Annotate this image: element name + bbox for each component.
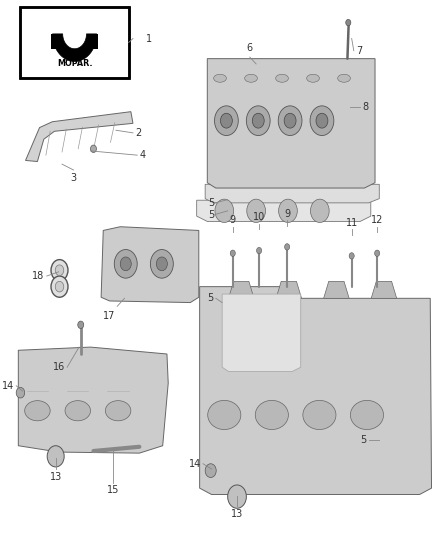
Polygon shape [197,200,371,221]
Circle shape [220,114,232,128]
Polygon shape [205,184,379,203]
Text: 8: 8 [362,102,368,112]
Ellipse shape [208,400,241,430]
Circle shape [120,257,131,271]
Text: MOPAR.: MOPAR. [57,60,92,68]
Ellipse shape [255,400,288,430]
Ellipse shape [214,74,226,82]
Circle shape [310,106,334,135]
Ellipse shape [106,401,131,421]
Ellipse shape [25,401,50,421]
Circle shape [215,106,238,135]
Circle shape [215,199,233,222]
Bar [93,34,98,49]
Text: 9: 9 [230,215,236,225]
Text: 5: 5 [208,293,214,303]
Circle shape [247,199,265,222]
Polygon shape [276,281,302,298]
Text: 14: 14 [2,381,14,391]
Text: 3: 3 [71,173,77,183]
Circle shape [47,446,64,467]
Bar [51,34,56,49]
Circle shape [285,244,290,250]
Text: 17: 17 [103,311,115,320]
Text: 1: 1 [146,34,152,44]
Polygon shape [53,34,97,61]
Circle shape [55,265,64,276]
Circle shape [246,106,270,135]
Polygon shape [229,281,254,298]
Text: 10: 10 [253,213,265,222]
Circle shape [51,276,68,297]
Circle shape [279,199,297,222]
Ellipse shape [350,400,384,430]
Polygon shape [200,287,431,495]
Text: 7: 7 [356,46,362,56]
Circle shape [311,199,329,222]
FancyBboxPatch shape [21,7,129,78]
Circle shape [374,250,380,256]
Polygon shape [324,281,349,298]
Text: 15: 15 [107,486,119,496]
Ellipse shape [303,400,336,430]
Circle shape [252,114,264,128]
Circle shape [156,257,167,271]
Circle shape [228,485,246,508]
Circle shape [78,321,84,328]
Polygon shape [371,281,397,298]
Circle shape [150,249,173,278]
Text: 11: 11 [346,218,358,228]
Polygon shape [222,294,301,372]
Text: 6: 6 [247,43,253,53]
Text: 16: 16 [53,362,65,372]
Circle shape [230,250,235,256]
Ellipse shape [245,74,258,82]
Ellipse shape [307,74,319,82]
Circle shape [55,281,64,292]
Circle shape [205,464,216,478]
Text: 13: 13 [49,472,62,482]
Text: 5: 5 [208,209,215,220]
Text: 14: 14 [189,459,201,469]
Text: 9: 9 [284,209,290,219]
Text: 18: 18 [32,271,45,281]
Circle shape [349,253,354,259]
Ellipse shape [65,401,91,421]
Text: 13: 13 [231,509,243,519]
Text: 12: 12 [371,215,383,225]
Circle shape [284,114,296,128]
Circle shape [316,114,328,128]
Polygon shape [207,59,375,188]
Polygon shape [18,347,168,453]
Circle shape [91,145,96,152]
Circle shape [278,106,302,135]
Ellipse shape [276,74,288,82]
Text: 4: 4 [139,150,145,160]
Text: 5: 5 [360,435,367,446]
Ellipse shape [338,74,350,82]
Text: 2: 2 [135,128,141,138]
Polygon shape [25,112,133,161]
Circle shape [346,19,351,26]
Circle shape [16,387,25,398]
Polygon shape [101,227,199,303]
Text: 5: 5 [208,198,215,208]
Circle shape [114,249,137,278]
Circle shape [257,247,261,254]
Circle shape [51,260,68,281]
